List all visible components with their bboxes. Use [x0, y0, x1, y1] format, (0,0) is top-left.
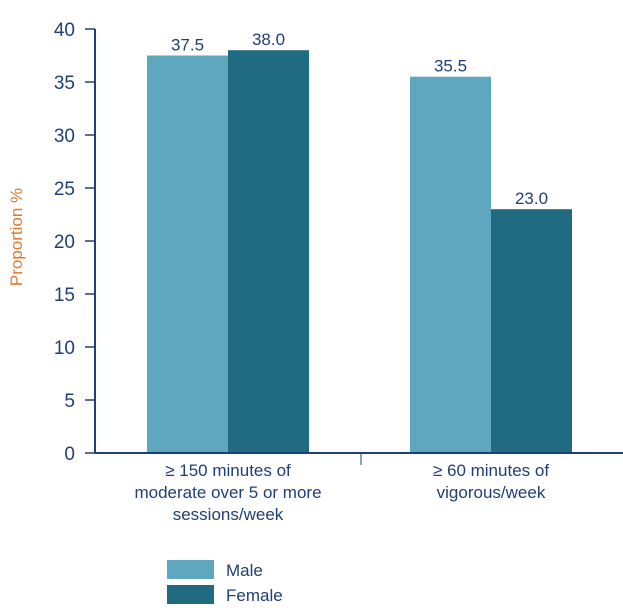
legend-label-male: Male [226, 561, 263, 580]
bar-female-1 [491, 209, 572, 453]
y-tick-label: 35 [54, 73, 75, 94]
legend: Male Female [167, 560, 283, 605]
x-axis: ≥ 150 minutes of moderate over 5 or more s… [95, 452, 623, 524]
x-tick-label: ≥ 60 minutes of [433, 461, 549, 480]
y-axis: 0 5 10 15 20 25 30 35 40 [54, 20, 96, 465]
y-axis-label: Proportion % [7, 188, 26, 286]
y-tick-label: 5 [64, 391, 75, 412]
legend-label-female: Female [226, 586, 283, 605]
bar-male-1 [410, 76, 491, 453]
legend-swatch-male [167, 560, 214, 579]
y-tick-label: 20 [54, 232, 75, 253]
data-label: 38.0 [252, 30, 285, 49]
y-tick-label: 10 [54, 338, 75, 359]
data-label: 23.0 [515, 189, 548, 208]
x-tick-label: ≥ 150 minutes of [165, 461, 291, 480]
bar-male-0 [147, 55, 228, 453]
legend-swatch-female [167, 585, 214, 604]
y-tick-label: 15 [54, 285, 75, 306]
y-tick-label: 0 [64, 444, 75, 465]
y-tick-label: 25 [54, 179, 75, 200]
bar-female-0 [228, 50, 309, 453]
data-label: 35.5 [434, 57, 467, 76]
x-tick-label: vigorous/week [437, 483, 546, 502]
data-label: 37.5 [171, 36, 204, 55]
x-tick-label: moderate over 5 or more [134, 483, 321, 502]
x-tick-label: sessions/week [173, 505, 284, 524]
bars: 37.5 35.5 38.0 23.0 [147, 30, 572, 453]
y-tick-label: 30 [54, 126, 75, 147]
y-tick-label: 40 [54, 20, 75, 41]
